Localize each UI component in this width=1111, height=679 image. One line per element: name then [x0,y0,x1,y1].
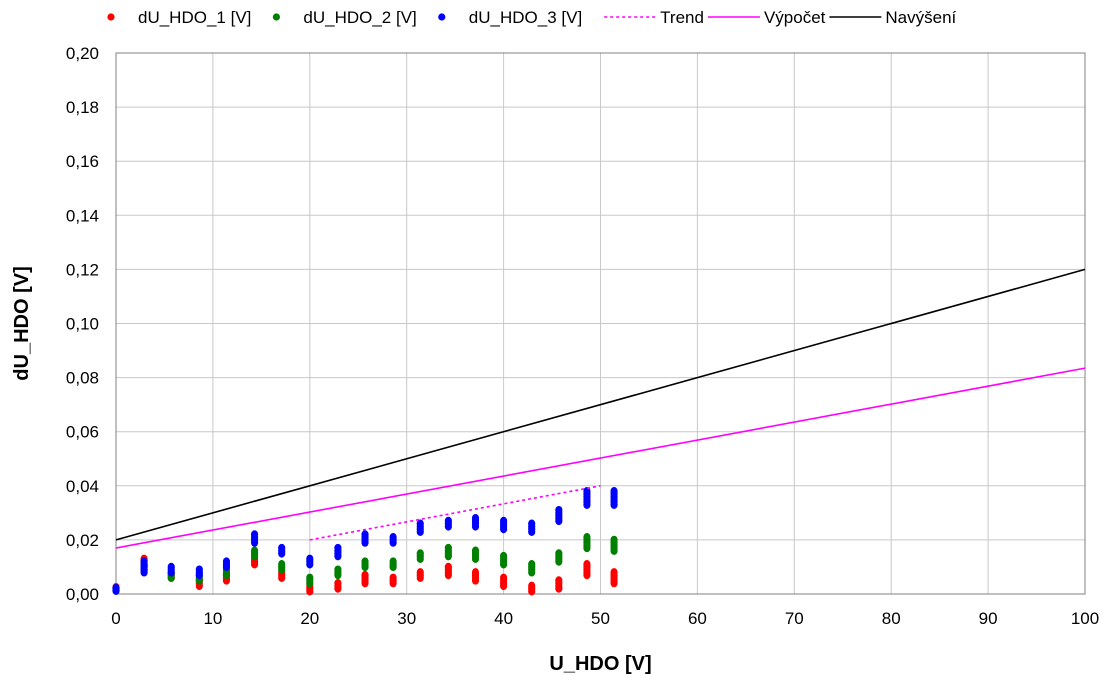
line-v-po-et [115,367,1086,549]
data-point [222,557,231,566]
plot-area-frame [115,52,1086,595]
x-tick-label: 90 [979,609,998,628]
legend-label: dU_HDO_2 [V] [303,8,416,27]
data-point [610,487,618,496]
y-tick-label: 0,16 [66,152,99,171]
x-tick-label: 0 [111,609,120,628]
line-series [115,268,1086,549]
x-tick-label: 30 [397,609,416,628]
data-point [334,565,342,574]
data-point [500,551,508,561]
legend-item: dU_HDO_2 [V] [272,8,417,27]
data-point [500,516,508,526]
y-tick-label: 0,14 [66,206,99,225]
data-point [610,568,618,577]
legend-marker [107,13,115,21]
data-point [306,554,314,564]
legend-label: Výpočet [764,8,826,27]
y-tick-label: 0,06 [66,423,99,442]
data-point [444,562,452,572]
x-tick-label: 80 [882,609,901,628]
x-tick-label: 60 [688,609,707,628]
data-point [583,487,591,496]
legend-item: Výpočet [707,8,826,27]
data-point [250,530,259,539]
y-tick-label: 0,20 [66,44,99,63]
data-point [112,583,120,593]
legend: dU_HDO_1 [V] dU_HDO_2 [V] dU_HDO_3 [V] Tren… [107,8,957,27]
data-point [389,532,397,542]
legend-item: Trend [604,8,704,27]
line-nav-en- [115,268,1086,541]
data-point [334,578,342,588]
data-point [471,514,480,523]
y-tick-labels: 0,00 0,02 0,04 0,06 0,08 0,10 0,12 0,14 0,16 0,18… [66,44,99,604]
data-point [389,557,397,566]
data-point [471,568,480,577]
scatter-series [112,487,618,596]
data-point [555,505,563,515]
data-point [471,546,480,555]
gridlines [115,52,1086,595]
series-dU_HDO_3 [112,487,618,595]
legend-item: dU_HDO_1 [V] [107,8,251,27]
y-tick-label: 0,02 [66,531,99,550]
data-point [416,549,424,558]
data-point [528,560,536,569]
legend-marker [272,13,280,21]
y-axis-title: dU_HDO [V] [11,266,33,380]
data-point [361,530,369,539]
data-point [278,560,286,569]
data-point [610,535,618,545]
y-tick-label: 0,04 [66,477,99,496]
data-point [278,543,286,553]
data-point [389,573,397,582]
y-tick-label: 0,12 [66,260,99,279]
data-point [555,549,563,558]
data-point [444,516,452,526]
data-point [334,543,342,553]
data-point [555,576,563,585]
legend-marker [438,13,446,21]
x-tick-label: 70 [785,609,804,628]
legend-item: dU_HDO_3 [V] [438,8,582,27]
x-tick-label: 40 [494,609,513,628]
data-point [583,532,591,542]
data-point [528,519,536,528]
x-tick-labels: 0 10 20 30 40 50 60 70 80 90 100 [111,609,1099,628]
data-point [361,570,369,580]
x-tick-label: 20 [300,609,319,628]
y-tick-label: 0,18 [66,98,99,117]
data-point [195,565,203,574]
legend-label: dU_HDO_3 [V] [469,8,582,27]
x-tick-label: 100 [1071,609,1099,628]
data-point [500,573,508,582]
x-tick-label: 50 [591,609,610,628]
data-point [416,568,424,577]
line-trend [309,485,601,541]
data-point [583,560,591,569]
data-point [140,557,148,566]
legend-label: dU_HDO_1 [V] [138,8,251,27]
data-point [167,562,175,572]
legend-label: Navýšení [885,8,956,27]
data-point [444,543,452,553]
legend-label: Trend [660,8,704,27]
legend-item: Navýšení [829,8,957,27]
y-tick-label: 0,10 [66,315,99,334]
data-point [306,573,314,582]
x-tick-label: 10 [203,609,222,628]
y-tick-label: 0,00 [66,585,99,604]
x-axis-title: U_HDO [V] [549,653,651,675]
data-point [528,581,536,591]
data-point [416,519,424,528]
y-tick-label: 0,08 [66,369,99,388]
data-point [361,557,369,566]
data-point [250,546,259,555]
